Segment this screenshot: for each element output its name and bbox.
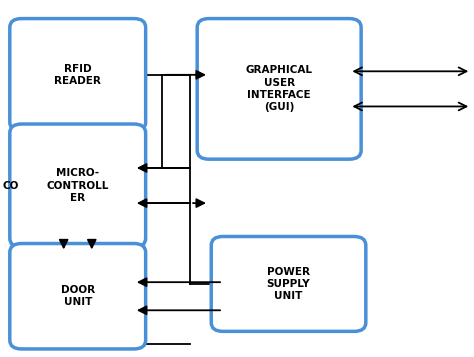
FancyBboxPatch shape [197,19,361,159]
FancyBboxPatch shape [10,19,146,131]
Text: CO: CO [3,181,19,191]
Text: MICRO-
CONTROLL
ER: MICRO- CONTROLL ER [46,168,109,203]
Text: POWER
SUPPLY
UNIT: POWER SUPPLY UNIT [267,267,310,301]
Text: RFID
READER: RFID READER [55,64,101,86]
FancyBboxPatch shape [10,124,146,247]
Text: DOOR
UNIT: DOOR UNIT [61,285,95,307]
FancyBboxPatch shape [10,243,146,349]
FancyBboxPatch shape [211,236,366,331]
Text: GRAPHICAL
USER
INTERFACE
(GUI): GRAPHICAL USER INTERFACE (GUI) [246,65,313,112]
